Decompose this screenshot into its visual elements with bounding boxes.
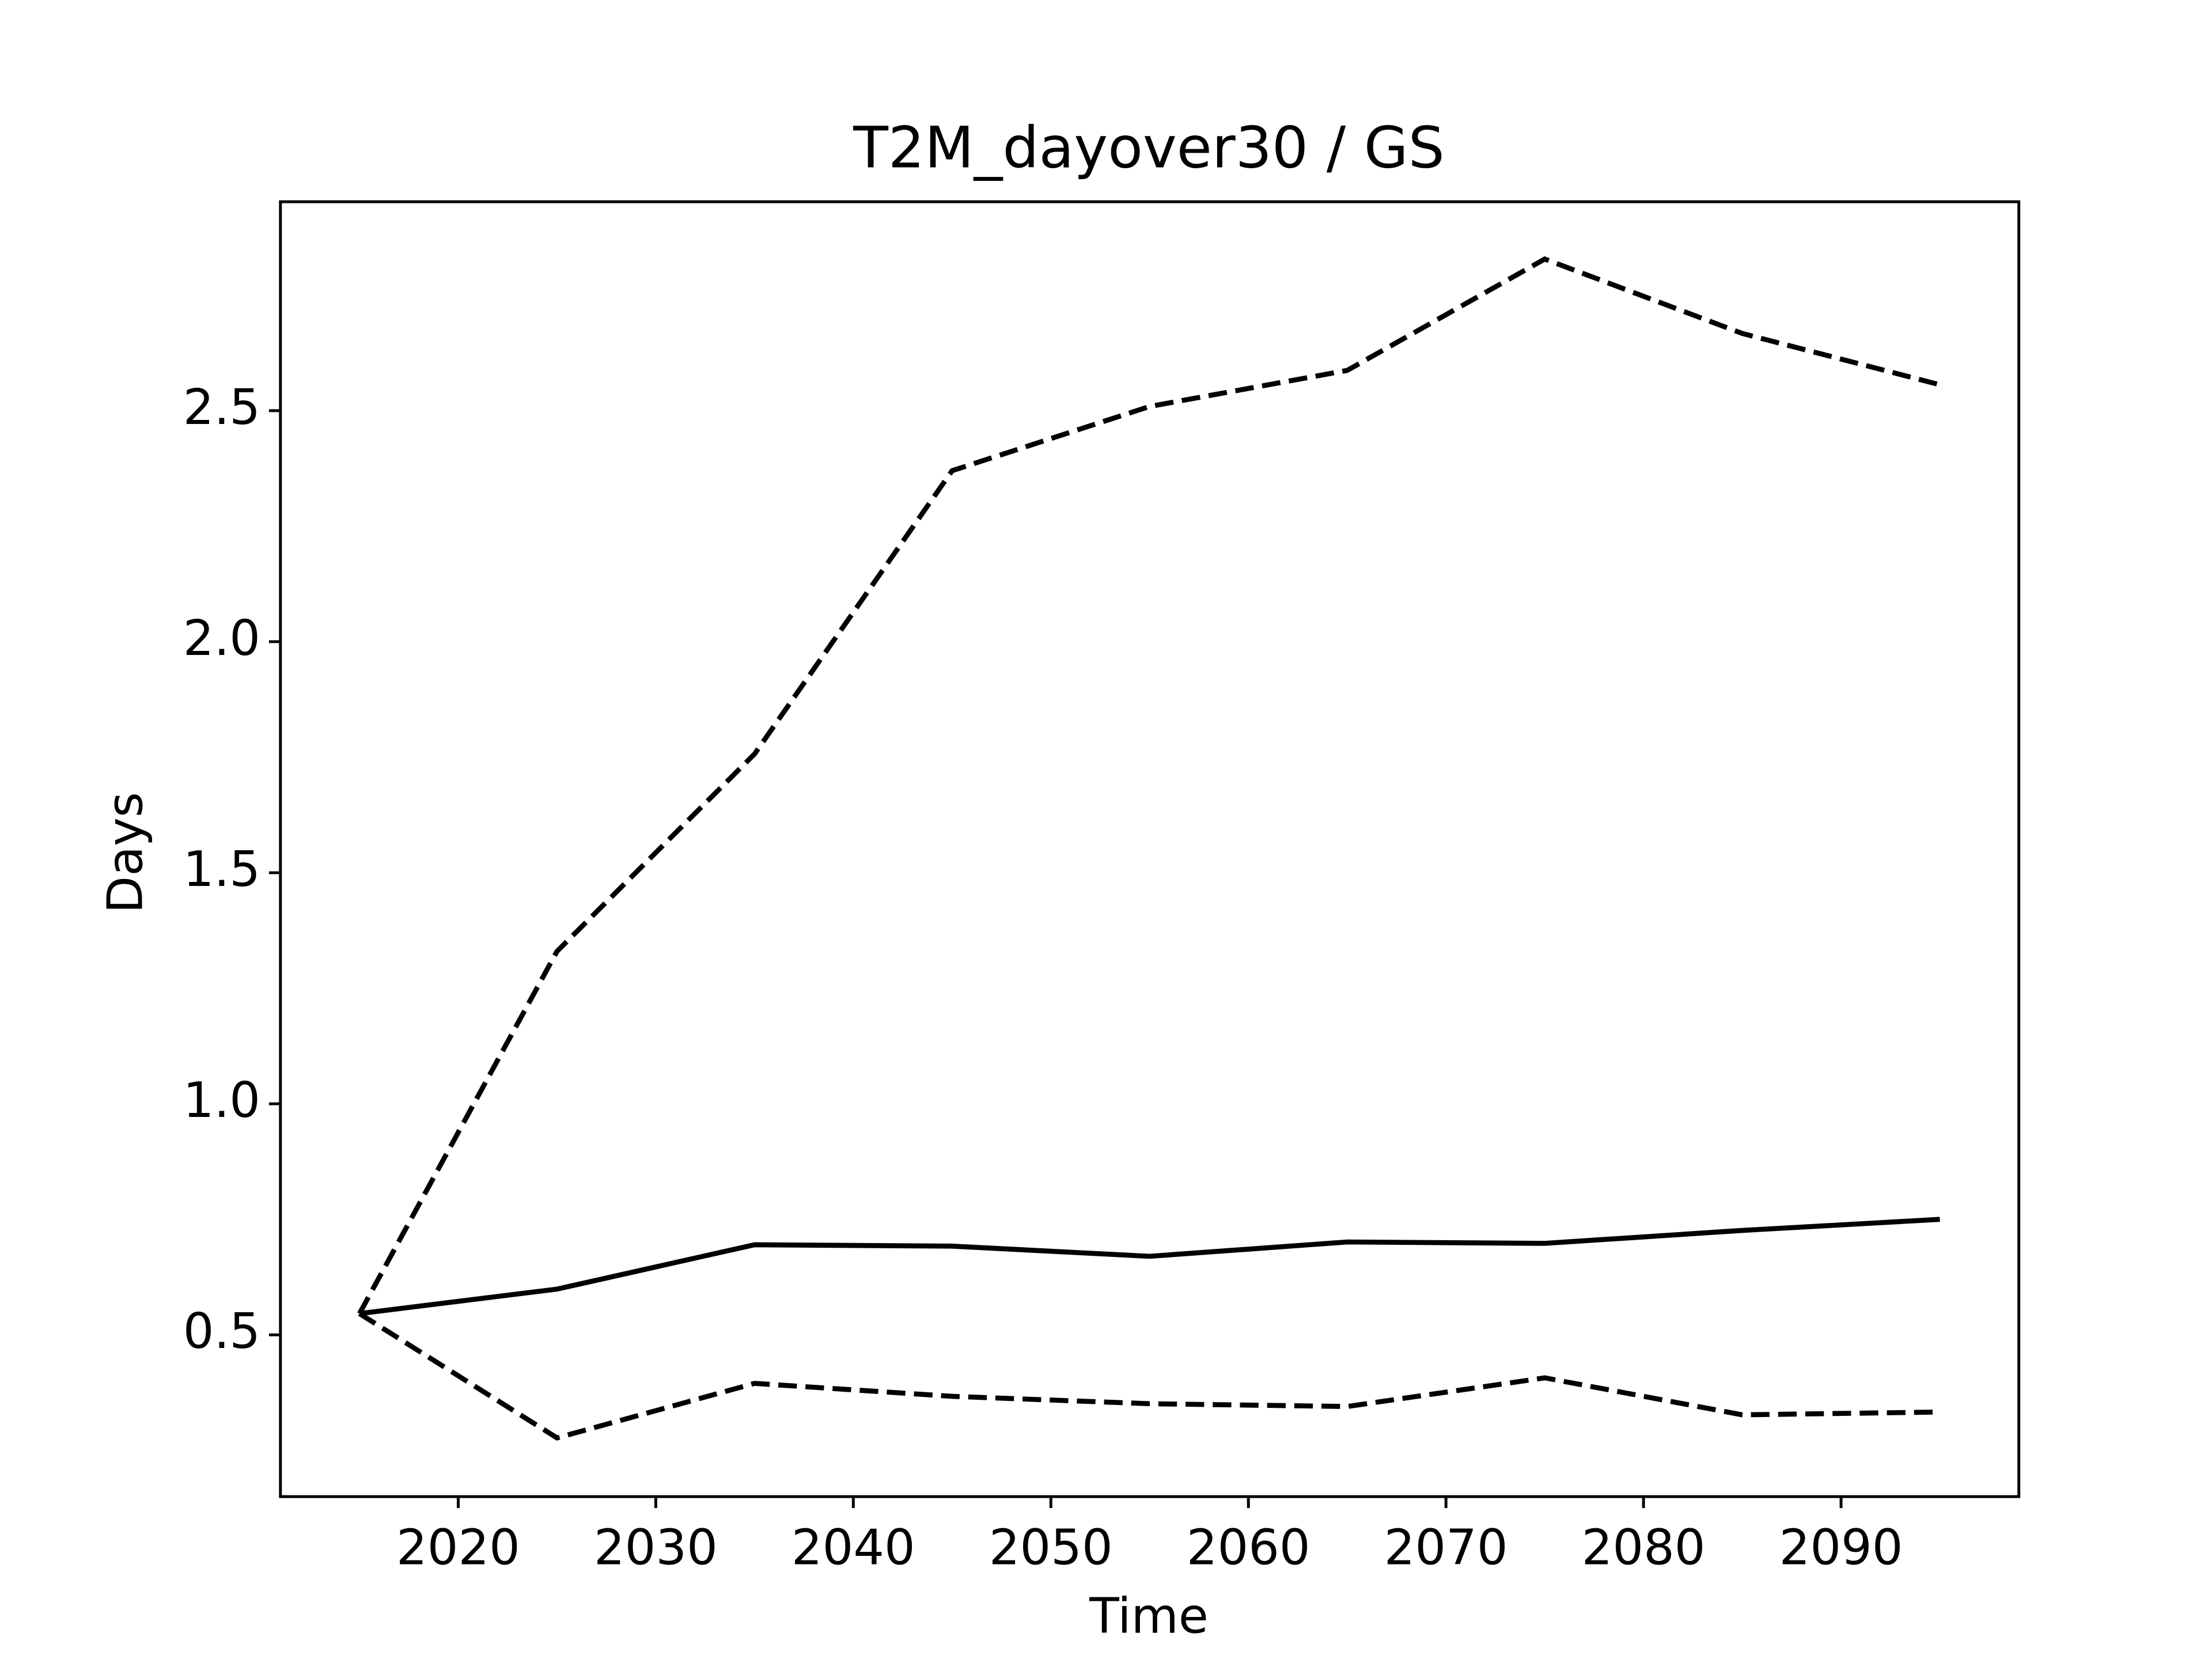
x-axis-label: Time: [1089, 1588, 1209, 1645]
x-tick-label: 2090: [1779, 1519, 1903, 1575]
y-tick-label: 2.5: [183, 379, 260, 435]
series-line: [357, 256, 1941, 1315]
x-tick-label: 2060: [1187, 1519, 1310, 1575]
x-tick-label: 2070: [1384, 1519, 1508, 1575]
y-axis-label: Days: [97, 792, 153, 914]
y-tick-label: 2.0: [183, 610, 260, 666]
series-line: [358, 1311, 1940, 1441]
y-tick-label: 1.0: [183, 1072, 260, 1128]
plot-frame: [279, 200, 2021, 1498]
y-tick-label: 1.5: [183, 841, 260, 897]
chart-title: T2M_dayover30 / GS: [853, 115, 1445, 181]
series-line: [359, 1217, 1940, 1316]
x-tick-label: 2050: [989, 1519, 1113, 1575]
y-tick-label: 0.5: [183, 1303, 260, 1359]
x-tick-label: 2020: [396, 1519, 520, 1575]
x-tick-label: 2030: [594, 1519, 718, 1575]
x-tick-label: 2040: [791, 1519, 915, 1575]
x-tick-label: 2080: [1582, 1519, 1706, 1575]
